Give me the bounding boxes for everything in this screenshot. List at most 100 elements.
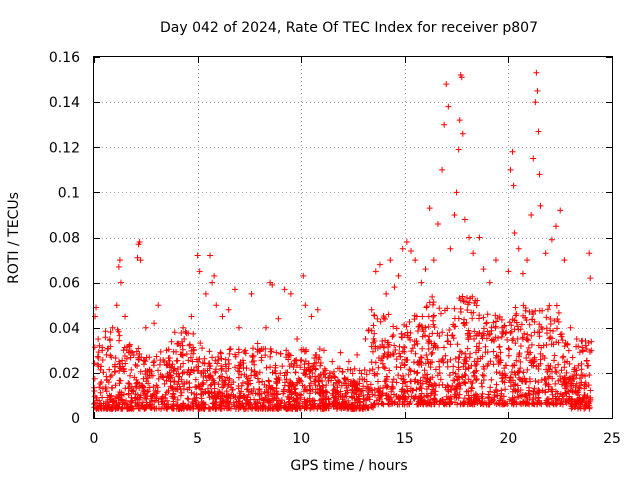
data-point (188, 389, 195, 396)
data-point (504, 336, 511, 343)
data-point (470, 397, 477, 404)
data-point (338, 405, 345, 412)
data-point (264, 398, 271, 405)
data-point (238, 402, 245, 409)
data-point (171, 329, 178, 336)
data-point (483, 320, 490, 327)
data-point (192, 383, 199, 390)
data-point (332, 374, 339, 381)
data-point (139, 383, 146, 390)
data-point (535, 379, 542, 386)
data-point (248, 290, 255, 297)
data-point (560, 353, 567, 360)
data-point (528, 211, 535, 218)
data-point (415, 398, 422, 405)
data-point (262, 345, 269, 352)
data-point (99, 356, 106, 363)
data-point (527, 349, 534, 356)
data-point (445, 383, 452, 390)
data-point (117, 279, 124, 286)
data-point (396, 350, 403, 357)
data-point (390, 332, 397, 339)
data-point (535, 394, 542, 401)
data-point (531, 329, 538, 336)
data-point (332, 386, 339, 393)
data-point (436, 358, 443, 365)
data-point (281, 399, 288, 406)
data-point (416, 358, 423, 365)
data-point (419, 380, 426, 387)
data-point (503, 362, 510, 369)
data-point (566, 393, 573, 400)
data-point (229, 386, 236, 393)
data-point (441, 344, 448, 351)
data-point (194, 367, 201, 374)
data-point (291, 360, 298, 367)
data-point (232, 405, 239, 412)
data-point (429, 330, 436, 337)
data-point (464, 345, 471, 352)
data-point (357, 405, 364, 412)
data-point (473, 302, 480, 309)
data-point (127, 372, 134, 379)
data-point (523, 317, 530, 324)
data-point (585, 382, 592, 389)
data-point (393, 325, 400, 332)
data-point (169, 361, 176, 368)
data-point (498, 316, 505, 323)
data-point (97, 380, 104, 387)
data-point (216, 389, 223, 396)
y-tick-label: 0.1 (58, 185, 80, 201)
data-point (137, 368, 144, 375)
data-point (465, 327, 472, 334)
data-point (491, 392, 498, 399)
data-point (347, 378, 354, 385)
data-point (418, 279, 425, 286)
data-point (450, 335, 457, 342)
data-point (302, 302, 309, 309)
data-point (578, 366, 585, 373)
data-point (232, 364, 239, 371)
data-point (565, 347, 572, 354)
data-point (553, 223, 560, 230)
data-point (372, 343, 379, 350)
data-point (166, 357, 173, 364)
data-point (112, 382, 119, 389)
y-tick-label: 0.02 (49, 366, 80, 382)
data-point (91, 401, 98, 408)
data-point (535, 386, 542, 393)
data-point (107, 329, 114, 336)
data-point (555, 309, 562, 316)
data-point (180, 400, 187, 407)
data-point (326, 370, 333, 377)
data-point (165, 355, 172, 362)
data-point (401, 389, 408, 396)
tick-labels: 0 5 10 15 20 25 0 0.02 0.04 0.06 0.08 0.1 0.12 0.14 0.… (49, 50, 621, 447)
data-point (466, 299, 473, 306)
data-point (506, 319, 513, 326)
data-point (512, 381, 519, 388)
data-point (177, 342, 184, 349)
data-point (450, 363, 457, 370)
data-point (185, 330, 192, 337)
data-point (373, 397, 380, 404)
data-point (424, 392, 431, 399)
data-point (480, 377, 487, 384)
data-point (436, 305, 443, 312)
data-point (530, 311, 537, 318)
data-point (277, 350, 284, 357)
data-point (548, 236, 555, 243)
data-point (569, 387, 576, 394)
data-point (91, 393, 98, 400)
data-point (415, 323, 422, 330)
data-point (207, 382, 214, 389)
data-point (390, 376, 397, 383)
data-point (554, 325, 561, 332)
data-point (525, 337, 532, 344)
data-point (362, 336, 369, 343)
chart-title: Day 042 of 2024, Rate Of TEC Index for r… (160, 20, 538, 36)
data-point (219, 373, 226, 380)
data-point (103, 388, 110, 395)
data-point (552, 364, 559, 371)
data-point (146, 384, 153, 391)
